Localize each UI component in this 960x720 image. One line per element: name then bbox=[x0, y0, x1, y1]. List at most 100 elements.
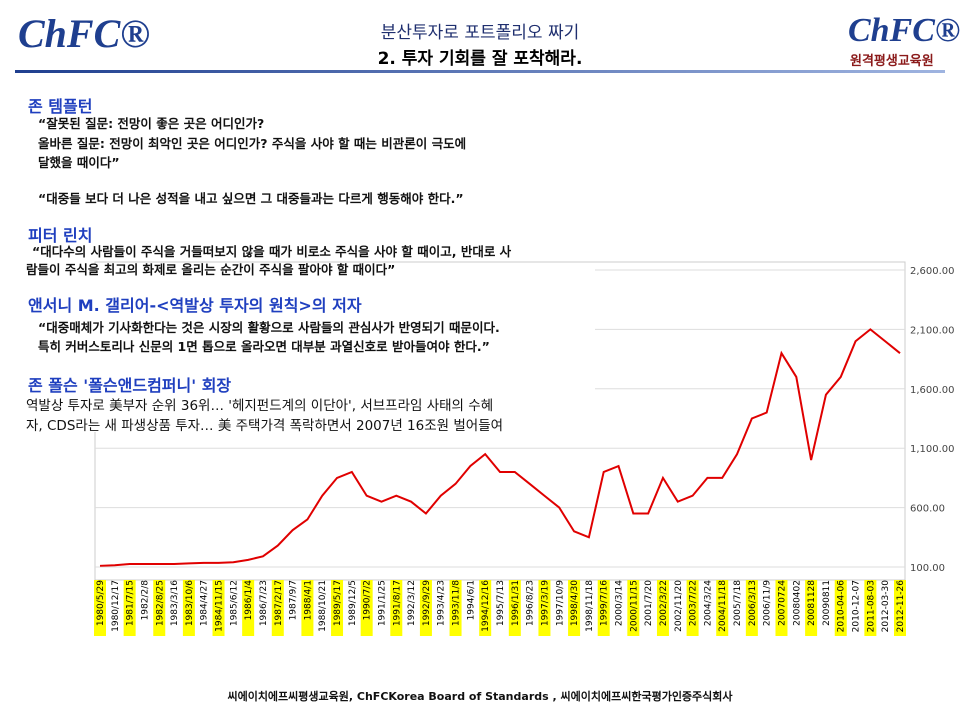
section-line: “대다수의 사람들이 주식을 거들떠보지 않을 때가 비로소 주식을 사야 할 … bbox=[32, 244, 512, 259]
y-tick-label: 2,100.00 bbox=[910, 325, 955, 336]
x-tick-label: 2003/7/22 bbox=[689, 580, 699, 626]
section-heading: 앤서니 M. 갤리어-<역발상 투자의 원칙>의 저자 bbox=[28, 296, 362, 315]
section-line: “대중들 보다 더 나은 성적을 내고 싶으면 그 대중들과는 다르게 행동해야… bbox=[38, 191, 464, 206]
x-tick-label: 20080402 bbox=[792, 580, 802, 626]
logo-right: ChFC® bbox=[848, 12, 960, 49]
y-tick-label: 1,600.00 bbox=[910, 385, 955, 396]
x-tick-label: 2004/3/24 bbox=[703, 580, 713, 626]
x-tick-label: 2002/3/22 bbox=[659, 580, 669, 626]
x-tick-label: 2000/3/14 bbox=[615, 580, 625, 626]
x-label-highlight bbox=[745, 580, 758, 636]
x-tick-label: 2010-04-06 bbox=[837, 580, 847, 633]
section-heading: 존 템플턴 bbox=[28, 97, 93, 116]
x-tick-label: 1996/8/23 bbox=[526, 580, 536, 626]
x-tick-label: 2010-12-07 bbox=[852, 580, 862, 632]
x-label-highlight bbox=[271, 580, 284, 636]
x-label-highlight bbox=[656, 580, 669, 636]
x-tick-label: 1984/4/27 bbox=[200, 580, 210, 626]
x-tick-label: 2005/7/18 bbox=[733, 580, 743, 626]
x-label-highlight bbox=[686, 580, 699, 636]
x-tick-label: 1985/6/12 bbox=[229, 580, 239, 626]
x-label-highlight bbox=[627, 580, 640, 636]
x-tick-label: 2000/11/15 bbox=[629, 580, 639, 632]
x-tick-label: 1992/3/12 bbox=[407, 580, 417, 626]
x-tick-label: 1982/8/25 bbox=[155, 580, 165, 626]
section-line: 올바른 질문: 전망이 최악인 곳은 어디인가? 주식을 사야 할 때는 비관론… bbox=[38, 136, 467, 151]
subtitle: 2. 투자 기회를 잘 포착해라. bbox=[377, 49, 583, 69]
title: 분산투자로 포트폴리오 짜기 bbox=[380, 23, 580, 43]
x-label-highlight bbox=[479, 580, 492, 636]
x-tick-label: 1989/12/5 bbox=[348, 580, 358, 626]
x-tick-label: 1982/2/8 bbox=[140, 580, 150, 621]
x-label-highlight bbox=[864, 580, 877, 636]
x-label-highlight bbox=[390, 580, 403, 636]
x-tick-label: 2011-08-03 bbox=[866, 580, 876, 632]
section-heading: 존 폴슨 '폴슨앤드컴퍼니' 회장 bbox=[28, 376, 232, 395]
x-tick-label: 20081128 bbox=[807, 580, 817, 626]
x-tick-label: 1989/5/17 bbox=[333, 580, 343, 626]
x-tick-label: 1994/12/16 bbox=[481, 580, 491, 632]
x-tick-label: 1998/4/30 bbox=[570, 580, 580, 626]
x-tick-label: 1983/3/16 bbox=[170, 580, 180, 626]
x-tick-label: 1990/7/2 bbox=[363, 580, 373, 620]
x-label-highlight bbox=[568, 580, 581, 636]
x-tick-label: 1988/4/1 bbox=[303, 580, 313, 620]
x-tick-label: 2006/11/9 bbox=[763, 580, 773, 626]
x-tick-label: 1997/3/19 bbox=[540, 580, 550, 626]
x-label-highlight bbox=[212, 580, 225, 636]
x-tick-label: 1999/7/16 bbox=[600, 580, 610, 626]
x-label-highlight bbox=[419, 580, 432, 636]
x-tick-label: 2004/11/18 bbox=[718, 580, 728, 632]
x-label-highlight bbox=[894, 580, 906, 636]
x-label-highlight bbox=[242, 580, 255, 636]
x-tick-label: 2002/11/20 bbox=[674, 580, 684, 632]
x-tick-label: 1983/10/6 bbox=[185, 580, 195, 626]
x-tick-label: 20070724 bbox=[777, 580, 787, 626]
x-tick-label: 1997/10/9 bbox=[555, 580, 565, 626]
x-label-highlight bbox=[153, 580, 166, 636]
header-rule bbox=[15, 70, 945, 73]
section-line: 달했을 때이다” bbox=[38, 155, 120, 170]
x-label-highlight bbox=[449, 580, 462, 636]
x-label-highlight bbox=[775, 580, 788, 636]
x-tick-label: 2006/3/13 bbox=[748, 580, 758, 626]
x-label-highlight bbox=[94, 580, 106, 636]
x-tick-label: 1991/8/17 bbox=[392, 580, 402, 626]
x-tick-label: 1988/10/21 bbox=[318, 580, 328, 632]
x-tick-label: 1984/11/15 bbox=[215, 580, 225, 632]
x-label-highlight bbox=[301, 580, 314, 636]
x-tick-label: 2012-11-26 bbox=[896, 580, 906, 633]
x-tick-label: 1980/12/17 bbox=[111, 580, 121, 632]
text-backdrop bbox=[22, 264, 595, 432]
x-tick-label: 1992/9/29 bbox=[422, 580, 432, 626]
x-tick-label: 1981/7/15 bbox=[126, 580, 136, 626]
x-tick-label: 1998/11/18 bbox=[585, 580, 595, 632]
x-tick-label: 1987/9/7 bbox=[289, 580, 299, 620]
x-label-highlight bbox=[508, 580, 521, 636]
x-tick-label: 1993/11/8 bbox=[452, 580, 462, 626]
x-tick-label: 1993/4/23 bbox=[437, 580, 447, 626]
x-label-highlight bbox=[538, 580, 551, 636]
y-tick-label: 2,600.00 bbox=[910, 266, 955, 277]
y-tick-label: 100.00 bbox=[910, 563, 945, 574]
index-line bbox=[99, 328, 901, 567]
x-tick-label: 1986/7/23 bbox=[259, 580, 269, 626]
logo-right-sub: 원격평생교육원 bbox=[850, 54, 934, 69]
x-tick-label: 1996/1/31 bbox=[511, 580, 521, 626]
x-label-highlight bbox=[805, 580, 818, 636]
logo-left: ChFC® bbox=[18, 11, 151, 56]
section-line: 자, CDS라는 새 파생상품 투자… 美 주택가격 폭락하면서 2007년 1… bbox=[26, 418, 504, 434]
x-label-highlight bbox=[716, 580, 729, 636]
x-label-highlight bbox=[123, 580, 136, 636]
x-tick-label: 1991/1/25 bbox=[377, 580, 387, 626]
x-label-highlight bbox=[331, 580, 344, 636]
x-label-highlight bbox=[597, 580, 610, 636]
x-tick-label: 1980/5/29 bbox=[96, 580, 106, 626]
x-tick-label: 1987/2/17 bbox=[274, 580, 284, 626]
x-tick-label: 20090811 bbox=[822, 580, 832, 626]
x-tick-label: 1986/1/4 bbox=[244, 580, 254, 621]
x-label-highlight bbox=[834, 580, 847, 636]
x-label-highlight bbox=[360, 580, 373, 636]
section-line: “대중매체가 기사화한다는 것은 시장의 활황으로 사람들의 관심사가 반영되기… bbox=[38, 320, 500, 335]
